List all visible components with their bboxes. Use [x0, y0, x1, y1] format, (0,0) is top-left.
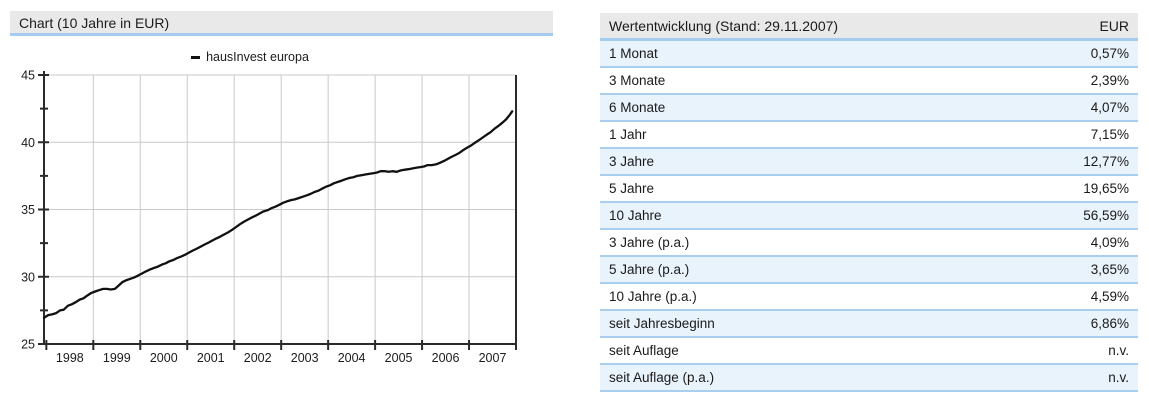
table-row: seit Auflage (p.a.) n.v.	[600, 364, 1138, 392]
table-row: 5 Jahre 19,65%	[600, 175, 1138, 203]
svg-text:40: 40	[21, 136, 35, 150]
performance-table: Wertentwicklung (Stand: 29.11.2007) EUR …	[600, 13, 1138, 392]
table-row: 1 Jahr 7,15%	[600, 121, 1138, 149]
svg-text:2006: 2006	[432, 351, 460, 365]
period-label: 10 Jahre (p.a.)	[600, 283, 1010, 311]
legend-series-label: hausInvest europa	[206, 50, 309, 64]
table-row: 1 Monat 0,57%	[600, 39, 1138, 68]
performance-value: 2,39%	[1010, 67, 1138, 95]
table-row: 3 Monate 2,39%	[600, 67, 1138, 95]
table-row: 3 Jahre 12,77%	[600, 148, 1138, 176]
performance-line-chart: 25 30 35 40 45 1998 1999 2000 2001 2002 2003 2004 20…	[21, 69, 517, 365]
table-row: 3 Jahre (p.a.) 4,09%	[600, 229, 1138, 257]
svg-text:45: 45	[21, 69, 35, 83]
svg-text:2005: 2005	[385, 351, 413, 365]
svg-text:2007: 2007	[479, 351, 507, 365]
period-label: seit Jahresbeginn	[600, 310, 1010, 338]
performance-value: 56,59%	[1010, 202, 1138, 230]
table-header-row: Wertentwicklung (Stand: 29.11.2007) EUR	[600, 13, 1138, 41]
period-label: 1 Jahr	[600, 121, 1010, 149]
table-header-title: Wertentwicklung (Stand: 29.11.2007)	[600, 13, 1010, 41]
period-label: 5 Jahre	[600, 175, 1010, 203]
table-row: 10 Jahre 56,59%	[600, 202, 1138, 230]
chart-legend: hausInvest europa	[0, 48, 500, 66]
period-label: 1 Monat	[600, 39, 1010, 68]
performance-value: n.v.	[1010, 337, 1138, 365]
table-row: seit Auflage n.v.	[600, 337, 1138, 365]
svg-text:2000: 2000	[150, 351, 178, 365]
svg-text:1998: 1998	[56, 351, 84, 365]
table-row: 5 Jahre (p.a.) 3,65%	[600, 256, 1138, 284]
svg-text:25: 25	[21, 338, 35, 352]
period-label: 3 Monate	[600, 67, 1010, 95]
table-header-currency: EUR	[1010, 13, 1138, 41]
period-label: 3 Jahre (p.a.)	[600, 229, 1010, 257]
performance-value: 4,09%	[1010, 229, 1138, 257]
performance-value: 4,59%	[1010, 283, 1138, 311]
svg-text:2001: 2001	[197, 351, 225, 365]
performance-value: 4,07%	[1010, 94, 1138, 122]
performance-value: n.v.	[1010, 364, 1138, 392]
performance-value: 0,57%	[1010, 39, 1138, 68]
period-label: 5 Jahre (p.a.)	[600, 256, 1010, 284]
period-label: 10 Jahre	[600, 202, 1010, 230]
period-label: 3 Jahre	[600, 148, 1010, 176]
svg-text:30: 30	[21, 270, 35, 284]
performance-value: 3,65%	[1010, 256, 1138, 284]
table-row: 10 Jahre (p.a.) 4,59%	[600, 283, 1138, 311]
performance-value: 6,86%	[1010, 310, 1138, 338]
chart-panel: 25 30 35 40 45 1998 1999 2000 2001 2002 2003 2004 20…	[0, 0, 560, 410]
svg-text:2003: 2003	[291, 351, 319, 365]
period-label: 6 Monate	[600, 94, 1010, 122]
legend-line-marker-icon	[191, 55, 201, 59]
table-row: 6 Monate 4,07%	[600, 94, 1138, 122]
performance-value: 12,77%	[1010, 148, 1138, 176]
svg-text:2004: 2004	[338, 351, 366, 365]
svg-text:2002: 2002	[244, 351, 272, 365]
chart-panel-header: Chart (10 Jahre in EUR)	[10, 11, 553, 36]
svg-text:35: 35	[21, 203, 35, 217]
performance-value: 7,15%	[1010, 121, 1138, 149]
svg-text:1999: 1999	[103, 351, 131, 365]
period-label: seit Auflage	[600, 337, 1010, 365]
table-row: seit Jahresbeginn 6,86%	[600, 310, 1138, 338]
performance-value: 19,65%	[1010, 175, 1138, 203]
period-label: seit Auflage (p.a.)	[600, 364, 1010, 392]
performance-table-panel: Wertentwicklung (Stand: 29.11.2007) EUR …	[600, 13, 1138, 392]
